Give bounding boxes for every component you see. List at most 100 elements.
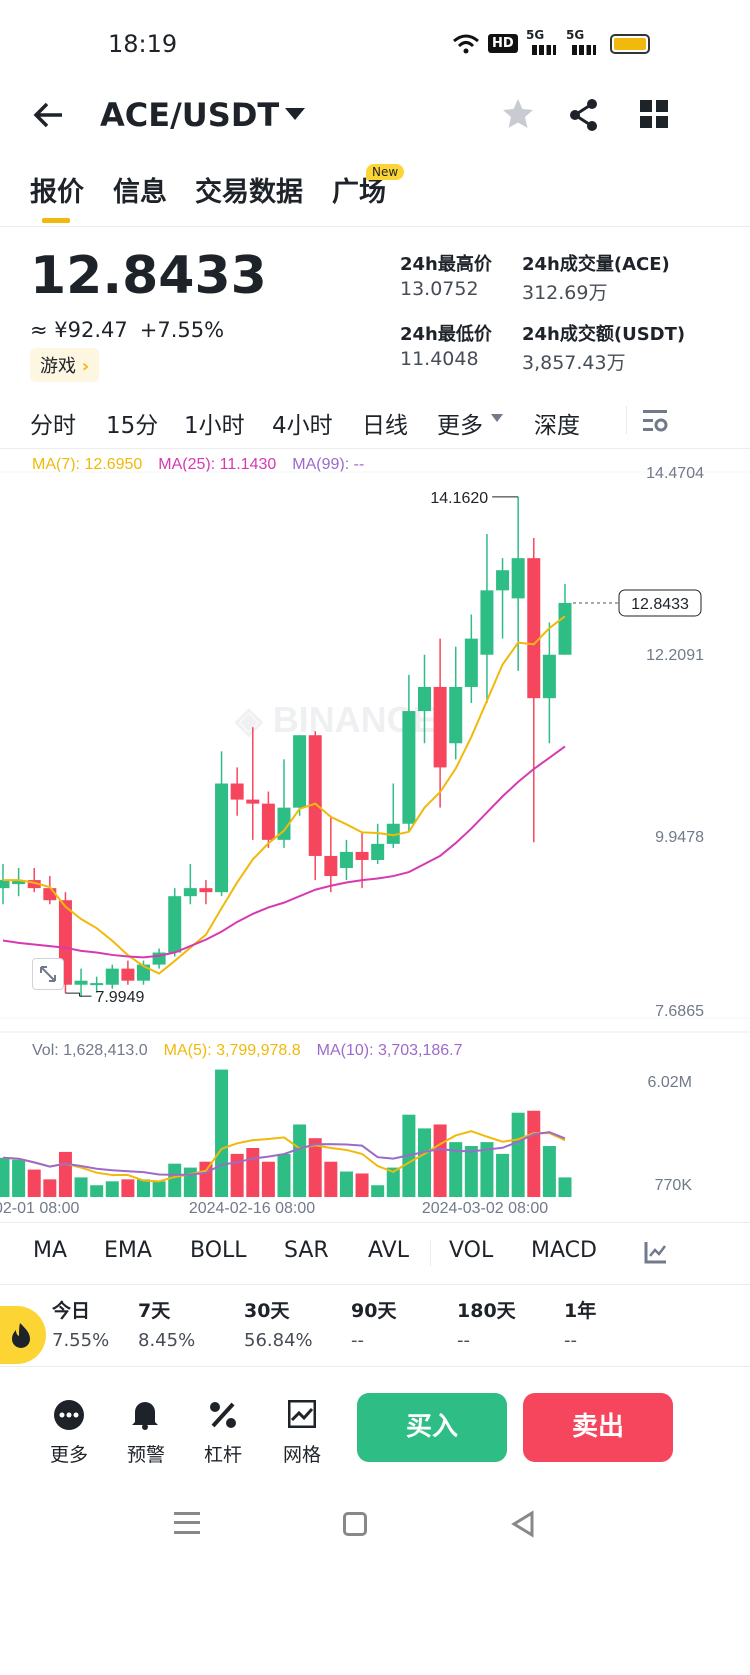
timeframe-4h[interactable]: 4小时 bbox=[272, 413, 333, 439]
price-axis-label: 12.2091 bbox=[646, 647, 704, 664]
timeframe-15m[interactable]: 15分 bbox=[106, 413, 159, 439]
candle-up bbox=[277, 807, 291, 840]
chevron-right-icon: › bbox=[81, 356, 90, 377]
pair-title[interactable]: ACE/USDT bbox=[100, 96, 280, 134]
perf-today-value: 7.55% bbox=[52, 1330, 110, 1351]
indicator-boll[interactable]: BOLL bbox=[190, 1238, 247, 1263]
tab-quote[interactable]: 报价 bbox=[30, 177, 84, 208]
flame-float-button[interactable] bbox=[0, 1306, 46, 1364]
share-icon[interactable] bbox=[568, 98, 600, 136]
indicator-avl[interactable]: AVL bbox=[368, 1238, 409, 1263]
perf-today-label: 今日 bbox=[52, 1300, 91, 1322]
volume-bar bbox=[449, 1142, 463, 1197]
last-price-box bbox=[618, 589, 702, 617]
category-label: 游戏 bbox=[40, 356, 76, 377]
perf-7d-value: 8.45% bbox=[138, 1330, 196, 1351]
indicator-settings-icon[interactable] bbox=[644, 1240, 668, 1268]
time-axis-label: 02-01 08:00 bbox=[0, 1200, 80, 1217]
volume-bar bbox=[293, 1124, 307, 1197]
volume-axis-label: 6.02M bbox=[648, 1074, 692, 1091]
amount-value: 3,857.43万 bbox=[522, 352, 626, 374]
more-button[interactable]: 更多 bbox=[49, 1444, 88, 1466]
candle-up bbox=[105, 968, 119, 985]
volume-value: 312.69万 bbox=[522, 282, 608, 304]
volume-bar bbox=[339, 1171, 353, 1197]
indicator-macd[interactable]: MACD bbox=[531, 1238, 597, 1263]
ma7-line bbox=[3, 615, 566, 975]
flame-icon bbox=[12, 1323, 30, 1348]
indicator-ema[interactable]: EMA bbox=[104, 1238, 152, 1263]
back-nav-icon[interactable] bbox=[510, 1510, 536, 1542]
category-tag[interactable]: 游戏 › bbox=[30, 348, 100, 382]
active-tab-indicator bbox=[42, 218, 70, 223]
volume-bar bbox=[511, 1112, 525, 1197]
divider bbox=[430, 1240, 431, 1266]
grid-button[interactable]: 网格 bbox=[282, 1444, 321, 1466]
timeframe-1d[interactable]: 日线 bbox=[362, 413, 408, 439]
buy-button[interactable]: 买入 bbox=[357, 1393, 507, 1462]
volume-bar bbox=[324, 1161, 338, 1197]
candle-up bbox=[558, 602, 572, 655]
volume-bar bbox=[355, 1173, 369, 1197]
high-label: 24h最高价 bbox=[400, 254, 492, 275]
volume-axis-label: 770K bbox=[655, 1177, 693, 1194]
pair-dropdown-icon[interactable] bbox=[285, 108, 305, 120]
indicator-vol[interactable]: VOL bbox=[449, 1238, 494, 1263]
signal-bars-icon bbox=[532, 45, 556, 55]
candle-up bbox=[511, 558, 525, 599]
candle-up bbox=[74, 980, 88, 985]
volume-bar bbox=[0, 1157, 10, 1197]
alert-button[interactable]: 预警 bbox=[126, 1444, 165, 1466]
indicator-sar[interactable]: SAR bbox=[284, 1238, 329, 1263]
volume-bar bbox=[105, 1181, 119, 1197]
grid-menu-icon[interactable] bbox=[640, 100, 668, 132]
candle-down bbox=[246, 799, 260, 804]
timeframe-line[interactable]: 分时 bbox=[30, 413, 76, 439]
home-nav-icon[interactable] bbox=[343, 1512, 367, 1536]
timeframe-depth[interactable]: 深度 bbox=[534, 413, 580, 439]
more-label: 更多 bbox=[437, 413, 483, 439]
volume-bar bbox=[418, 1128, 431, 1197]
star-icon[interactable] bbox=[502, 98, 534, 134]
volume-bar bbox=[246, 1148, 260, 1197]
sell-button[interactable]: 卖出 bbox=[523, 1393, 673, 1462]
volume-bar bbox=[121, 1179, 135, 1197]
tab-info[interactable]: 信息 bbox=[113, 177, 167, 208]
low-marker-label: 7.9949 bbox=[95, 989, 144, 1006]
volume-bar bbox=[433, 1124, 447, 1197]
tab-square[interactable]: 广场 bbox=[332, 177, 386, 208]
timeframe-more[interactable]: 更多 bbox=[437, 406, 503, 440]
price-axis-label: 14.4704 bbox=[646, 465, 704, 482]
tab-trading-data[interactable]: 交易数据 bbox=[195, 177, 303, 208]
indicator-ma[interactable]: MA bbox=[33, 1238, 68, 1263]
volume-ma5-line bbox=[2, 1130, 566, 1183]
volume-bar bbox=[371, 1185, 385, 1197]
candle-down bbox=[121, 968, 135, 981]
perf-90d-label: 90天 bbox=[351, 1300, 397, 1322]
kline-chart[interactable]: ◈ BINANCE14.470412.20919.94787.686514.16… bbox=[0, 450, 750, 1225]
high-value: 13.0752 bbox=[400, 278, 479, 300]
ma99-legend: MA(99): -- bbox=[292, 456, 365, 473]
amount-label: 24h成交额(USDT) bbox=[522, 324, 686, 345]
volume-bar bbox=[386, 1167, 400, 1197]
volume-bar bbox=[277, 1153, 291, 1197]
menu-nav-icon[interactable] bbox=[174, 1512, 200, 1534]
high-marker-label: 14.1620 bbox=[430, 490, 488, 507]
volume-bar bbox=[261, 1161, 275, 1197]
divider bbox=[0, 1222, 750, 1223]
low-value: 11.4048 bbox=[400, 348, 479, 370]
margin-percent-icon[interactable] bbox=[208, 1400, 238, 1434]
margin-button[interactable]: 杠杆 bbox=[203, 1444, 242, 1466]
grid-trading-icon[interactable] bbox=[287, 1399, 317, 1432]
bell-icon[interactable] bbox=[130, 1398, 160, 1434]
candle-down bbox=[199, 888, 213, 893]
timeframe-1h[interactable]: 1小时 bbox=[184, 413, 245, 439]
chart-settings-icon[interactable] bbox=[642, 408, 668, 438]
candle-up bbox=[402, 711, 416, 824]
expand-icon[interactable] bbox=[32, 958, 64, 990]
more-icon[interactable] bbox=[54, 1400, 84, 1434]
volume-bar bbox=[12, 1159, 26, 1197]
divider bbox=[626, 406, 627, 434]
caret-down-icon bbox=[491, 414, 503, 422]
back-arrow-icon[interactable] bbox=[32, 98, 66, 132]
